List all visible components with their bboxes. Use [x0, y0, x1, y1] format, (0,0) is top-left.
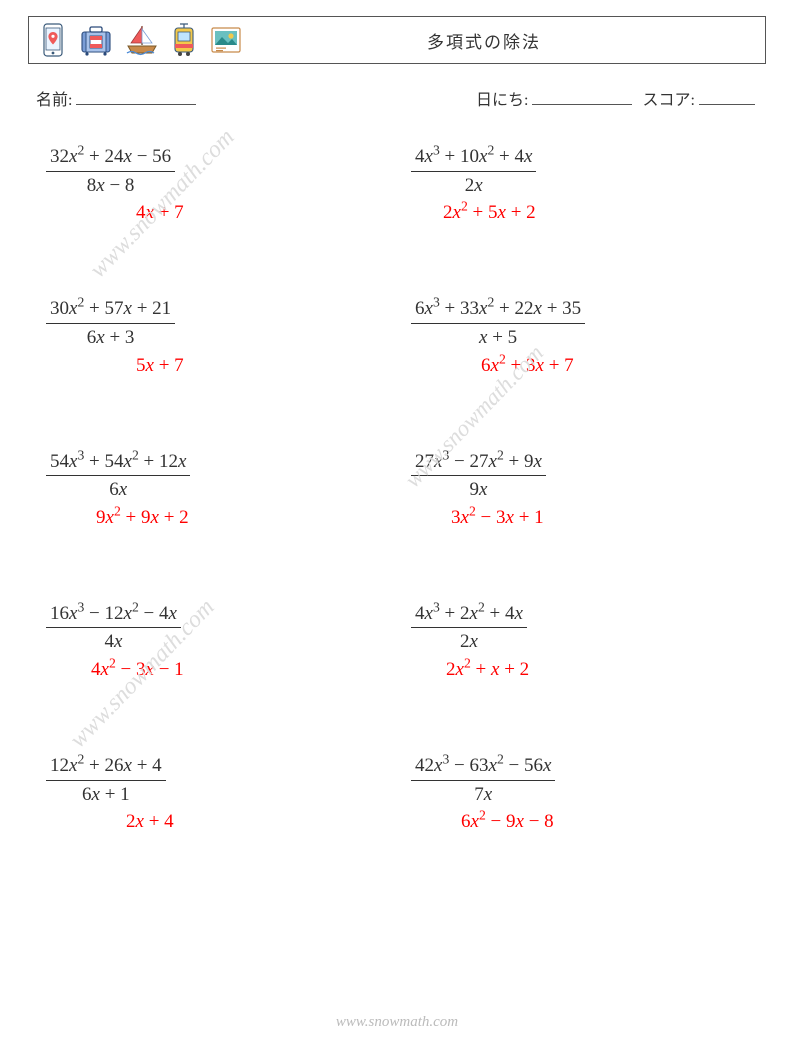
denominator: 9x	[466, 477, 492, 503]
postcard-icon	[209, 24, 243, 56]
fraction: 4x3 + 2x2 + 4x2x	[411, 601, 527, 655]
answer: 2x + 4	[46, 811, 174, 833]
problems-grid: 32x2 + 24x − 56 8x − 8 4x + 7 4x3 + 10x2 + …	[28, 140, 766, 833]
denominator: 6x	[105, 477, 131, 503]
answer: 9x2 + 9x + 2	[46, 507, 189, 529]
problem: 16x3 − 12x2 − 4x4x 4x2 − 3x − 1	[46, 601, 391, 681]
denominator: 2x	[456, 629, 482, 655]
fraction-bar	[46, 475, 190, 476]
fraction: 27x3 − 27x2 + 9x9x	[411, 449, 546, 503]
numerator: 6x3 + 33x2 + 22x + 35	[411, 296, 585, 322]
fraction: 16x3 − 12x2 − 4x4x	[46, 601, 181, 655]
name-label: 名前:	[36, 92, 72, 109]
denominator: 4x	[101, 629, 127, 655]
phone-location-icon	[39, 22, 67, 58]
fraction-bar	[411, 627, 527, 628]
fraction-bar	[411, 780, 555, 781]
denominator: 2x	[461, 173, 487, 199]
answer: 4x + 7	[46, 202, 184, 224]
numerator: 54x3 + 54x2 + 12x	[46, 449, 190, 475]
answer: 6x2 − 9x − 8	[411, 811, 554, 833]
denominator: x + 5	[475, 325, 521, 351]
numerator: 32x2 + 24x − 56	[46, 144, 175, 170]
meta-row: 名前: 日にち: スコア:	[36, 86, 758, 110]
fraction: 12x2 + 26x + 4 6x + 1	[46, 753, 166, 807]
answer: 4x2 − 3x − 1	[46, 659, 184, 681]
problem: 6x3 + 33x2 + 22x + 35 x + 5 6x2 + 3x + 7	[411, 296, 756, 376]
denominator: 8x − 8	[83, 173, 139, 199]
answer: 2x2 + 5x + 2	[411, 202, 536, 224]
suitcase-icon	[79, 23, 113, 57]
name-blank	[76, 89, 196, 105]
sailboat-icon	[125, 23, 159, 57]
denominator: 6x + 1	[78, 782, 134, 808]
numerator: 42x3 − 63x2 − 56x	[411, 753, 555, 779]
tram-icon	[171, 22, 197, 58]
problem: 12x2 + 26x + 4 6x + 1 2x + 4	[46, 753, 391, 833]
header-icons	[39, 22, 243, 58]
fraction-bar	[411, 323, 585, 324]
problem: 54x3 + 54x2 + 12x6x 9x2 + 9x + 2	[46, 449, 391, 529]
numerator: 4x3 + 2x2 + 4x	[411, 601, 527, 627]
problem: 4x3 + 2x2 + 4x2x 2x2 + x + 2	[411, 601, 756, 681]
denominator: 6x + 3	[83, 325, 139, 351]
answer: 6x2 + 3x + 7	[411, 355, 574, 377]
answer: 3x2 − 3x + 1	[411, 507, 544, 529]
fraction-bar	[46, 171, 175, 172]
date-label: 日にち:	[476, 92, 528, 109]
fraction: 4x3 + 10x2 + 4x 2x	[411, 144, 536, 198]
problem: 32x2 + 24x − 56 8x − 8 4x + 7	[46, 144, 391, 224]
answer: 5x + 7	[46, 355, 184, 377]
footer-link: www.snowmath.com	[0, 1014, 794, 1031]
denominator: 7x	[470, 782, 496, 808]
date-blank	[532, 89, 632, 105]
problem: 27x3 − 27x2 + 9x9x 3x2 − 3x + 1	[411, 449, 756, 529]
fraction-bar	[46, 780, 166, 781]
fraction: 30x2 + 57x + 21 6x + 3	[46, 296, 175, 350]
fraction: 42x3 − 63x2 − 56x 7x	[411, 753, 555, 807]
fraction: 54x3 + 54x2 + 12x6x	[46, 449, 190, 503]
numerator: 12x2 + 26x + 4	[46, 753, 166, 779]
fraction-bar	[411, 171, 536, 172]
problem: 30x2 + 57x + 21 6x + 3 5x + 7	[46, 296, 391, 376]
numerator: 4x3 + 10x2 + 4x	[411, 144, 536, 170]
answer: 2x2 + x + 2	[411, 659, 529, 681]
score-blank	[699, 89, 755, 105]
numerator: 27x3 − 27x2 + 9x	[411, 449, 546, 475]
problem: 4x3 + 10x2 + 4x 2x 2x2 + 5x + 2	[411, 144, 756, 224]
numerator: 16x3 − 12x2 − 4x	[46, 601, 181, 627]
numerator: 30x2 + 57x + 21	[46, 296, 175, 322]
worksheet-title: 多項式の除法	[243, 28, 755, 53]
problem: 42x3 − 63x2 − 56x 7x 6x2 − 9x − 8	[411, 753, 756, 833]
score-label: スコア:	[642, 92, 694, 109]
fraction-bar	[46, 627, 181, 628]
header-bar: 多項式の除法	[28, 16, 766, 64]
fraction: 32x2 + 24x − 56 8x − 8	[46, 144, 175, 198]
fraction-bar	[46, 323, 175, 324]
fraction: 6x3 + 33x2 + 22x + 35 x + 5	[411, 296, 585, 350]
fraction-bar	[411, 475, 546, 476]
